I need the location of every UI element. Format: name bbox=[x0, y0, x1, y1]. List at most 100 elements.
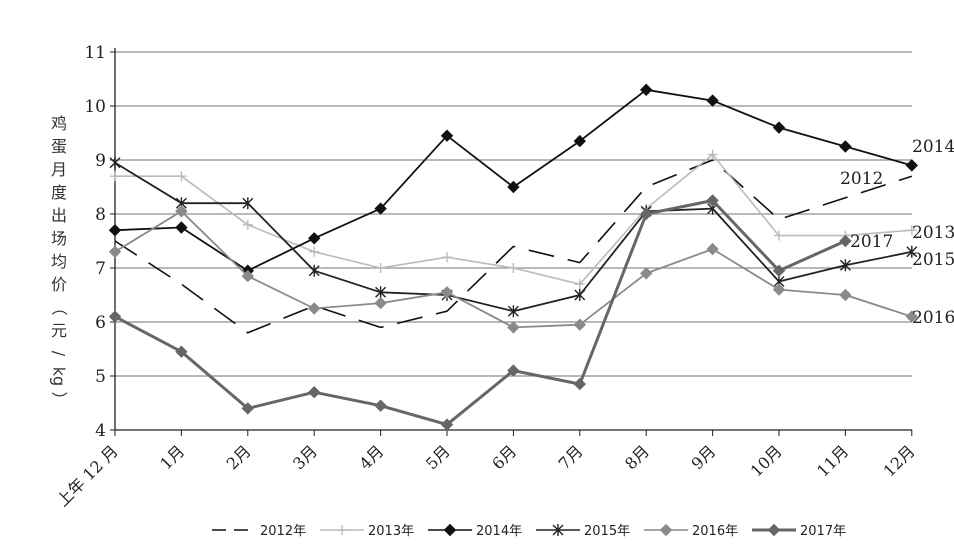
y-tick-label: 7 bbox=[95, 259, 106, 279]
data-point bbox=[175, 345, 188, 358]
legend-item: 2013年 bbox=[320, 524, 414, 539]
data-point bbox=[110, 171, 120, 182]
legend-label: 2014年 bbox=[476, 524, 522, 539]
data-point bbox=[839, 288, 852, 302]
data-point bbox=[242, 197, 254, 210]
data-point bbox=[175, 205, 188, 218]
series-end-label: 2013 bbox=[912, 223, 954, 243]
legend-item: 2012年 bbox=[212, 524, 306, 539]
data-point bbox=[706, 194, 719, 207]
y-axis-label-char: 蛋 bbox=[50, 137, 67, 156]
data-point bbox=[440, 286, 454, 299]
data-point bbox=[108, 223, 122, 237]
x-tick-label: 11月 bbox=[813, 441, 852, 480]
y-axis-label-char: 月 bbox=[50, 160, 67, 179]
data-point bbox=[507, 180, 520, 194]
data-point bbox=[573, 134, 587, 148]
data-point bbox=[573, 318, 587, 331]
data-point bbox=[374, 296, 387, 310]
data-point bbox=[374, 202, 387, 215]
data-point bbox=[905, 159, 919, 172]
legend-item: 2016年 bbox=[644, 523, 738, 539]
legend-label: 2015年 bbox=[584, 524, 630, 539]
data-point bbox=[375, 286, 387, 299]
data-point bbox=[307, 232, 321, 245]
x-tick-label: 1月 bbox=[156, 441, 188, 473]
data-point bbox=[109, 156, 121, 169]
data-point bbox=[308, 264, 320, 277]
data-point bbox=[639, 83, 653, 97]
data-point bbox=[374, 399, 387, 412]
data-point bbox=[175, 221, 188, 234]
data-point bbox=[639, 207, 653, 221]
data-point bbox=[241, 402, 255, 415]
legend: 2012年 2013年 2014年 2015年 2016年 2017年 bbox=[212, 523, 846, 539]
y-axis-label-char: 价 bbox=[50, 275, 67, 294]
x-tick-label: 7月 bbox=[555, 441, 587, 473]
legend-label: 2013年 bbox=[368, 524, 414, 539]
y-tick-label: 11 bbox=[84, 43, 106, 63]
data-point bbox=[309, 246, 320, 257]
data-point bbox=[574, 289, 586, 301]
data-point bbox=[839, 259, 851, 272]
series-2016 bbox=[108, 205, 919, 334]
data-point bbox=[772, 283, 786, 296]
series-end-label: 2014 bbox=[912, 137, 954, 157]
y-axis-label-char: 均 bbox=[50, 252, 67, 271]
series-end-label: 2016 bbox=[912, 308, 954, 328]
legend-item: 2015年 bbox=[536, 524, 630, 539]
series-2015 bbox=[109, 156, 918, 318]
legend-label: 2016年 bbox=[692, 524, 738, 539]
series-end-label: 2015 bbox=[912, 250, 954, 270]
legend-item: 2014年 bbox=[428, 523, 522, 539]
series-line-2017 bbox=[114, 199, 847, 427]
series-2012 bbox=[114, 159, 913, 334]
y-tick-label: 8 bbox=[95, 205, 106, 225]
x-tick-label: 10月 bbox=[747, 441, 786, 480]
x-tick-label: 6月 bbox=[488, 441, 520, 473]
x-tick-label: 8月 bbox=[621, 441, 653, 473]
y-axis-label-char: 鸡 bbox=[50, 114, 67, 133]
x-tick-label: 2月 bbox=[223, 441, 255, 473]
y-axis-label-char: 元 bbox=[50, 321, 67, 340]
legend-item: 2017年 bbox=[752, 523, 846, 539]
data-point bbox=[906, 225, 917, 236]
data-point bbox=[440, 129, 454, 142]
x-tick-label: 9月 bbox=[687, 441, 719, 473]
y-tick-label: 6 bbox=[95, 313, 106, 333]
series-line-2012 bbox=[114, 159, 913, 334]
data-point bbox=[241, 269, 255, 283]
y-axis-label-char: 度 bbox=[50, 183, 67, 202]
data-point bbox=[639, 267, 653, 280]
y-tick-label: 4 bbox=[95, 421, 106, 441]
data-point bbox=[839, 234, 852, 248]
data-point bbox=[774, 230, 784, 241]
data-point bbox=[108, 245, 122, 259]
y-tick-label: 5 bbox=[95, 367, 106, 387]
data-point bbox=[307, 302, 321, 315]
data-point bbox=[176, 171, 187, 182]
data-point bbox=[573, 377, 587, 391]
data-point bbox=[574, 279, 585, 290]
data-point bbox=[905, 310, 919, 323]
y-tick-label: 9 bbox=[95, 151, 106, 171]
data-point bbox=[440, 418, 454, 431]
y-tick-label: 10 bbox=[84, 97, 106, 117]
data-point bbox=[337, 525, 347, 535]
data-point bbox=[307, 385, 321, 399]
x-tick-label: 5月 bbox=[422, 441, 454, 473]
data-point bbox=[706, 94, 719, 107]
series-line-2014 bbox=[114, 88, 913, 272]
data-point bbox=[108, 310, 122, 323]
legend-label: 2012年 bbox=[260, 524, 306, 539]
series-2017 bbox=[108, 194, 852, 431]
data-point bbox=[552, 524, 564, 536]
data-point bbox=[242, 219, 253, 230]
data-point bbox=[508, 263, 519, 273]
data-point bbox=[507, 321, 520, 334]
data-point bbox=[442, 252, 452, 263]
x-tick-label: 3月 bbox=[289, 441, 321, 473]
data-point bbox=[906, 245, 918, 258]
data-point bbox=[706, 242, 719, 256]
